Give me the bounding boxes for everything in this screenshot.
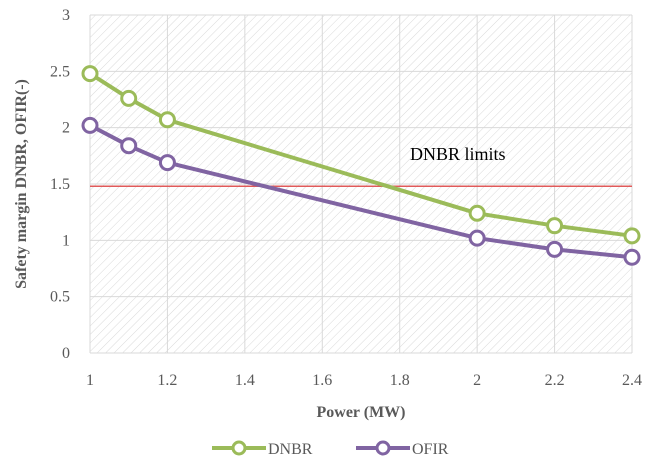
ofir-point <box>158 154 176 172</box>
y-tick-label: 2 <box>62 120 70 137</box>
x-axis-title: Power (MW) <box>317 404 406 421</box>
x-tick-label: 1.6 <box>312 372 332 389</box>
y-tick-label: 3 <box>62 7 70 24</box>
ofir-series <box>81 116 641 266</box>
y-tick-label: 0 <box>62 345 70 362</box>
x-tick-label: 2 <box>473 372 481 389</box>
x-tick-label: 2.4 <box>622 372 642 389</box>
ofir-point <box>468 229 486 247</box>
dnbr-point <box>623 227 641 245</box>
legend-marker <box>375 440 391 456</box>
legend-item-ofir: OFIR <box>356 440 449 458</box>
dnbr-point <box>158 111 176 129</box>
dnbr-point <box>81 65 99 83</box>
ofir-point <box>623 248 641 266</box>
legend-item-dnbr: DNBR <box>212 440 313 458</box>
dnbr-point <box>468 204 486 222</box>
legend: DNBR OFIR <box>212 440 449 458</box>
ofir-point <box>120 137 138 155</box>
legend-label: DNBR <box>268 441 313 458</box>
series-group <box>81 65 641 266</box>
y-tick-label: 1 <box>62 232 70 249</box>
ofir-point <box>81 116 99 134</box>
x-tick-labels: 1 1.2 1.4 1.6 1.8 2 2.2 2.4 <box>86 372 642 389</box>
dnbr-point <box>120 89 138 107</box>
x-tick-label: 1.4 <box>235 372 255 389</box>
x-tick-label: 1.8 <box>390 372 410 389</box>
dnbr-point <box>546 217 564 235</box>
y-tick-labels: 0 0.5 1 1.5 2 2.5 3 <box>50 7 70 362</box>
x-tick-label: 2.2 <box>545 372 565 389</box>
legend-label: OFIR <box>412 441 449 458</box>
ofir-point <box>546 240 564 258</box>
x-tick-label: 1.2 <box>157 372 177 389</box>
dnbr-series <box>81 65 641 245</box>
y-tick-label: 0.5 <box>50 289 70 306</box>
y-axis-title: Safety margin DNBR, OFIR(-) <box>13 79 30 289</box>
y-tick-label: 1.5 <box>50 176 70 193</box>
x-tick-label: 1 <box>86 372 94 389</box>
dnbr-limit-label: DNBR limits <box>410 144 506 164</box>
y-tick-label: 2.5 <box>50 63 70 80</box>
legend-marker <box>231 440 247 456</box>
